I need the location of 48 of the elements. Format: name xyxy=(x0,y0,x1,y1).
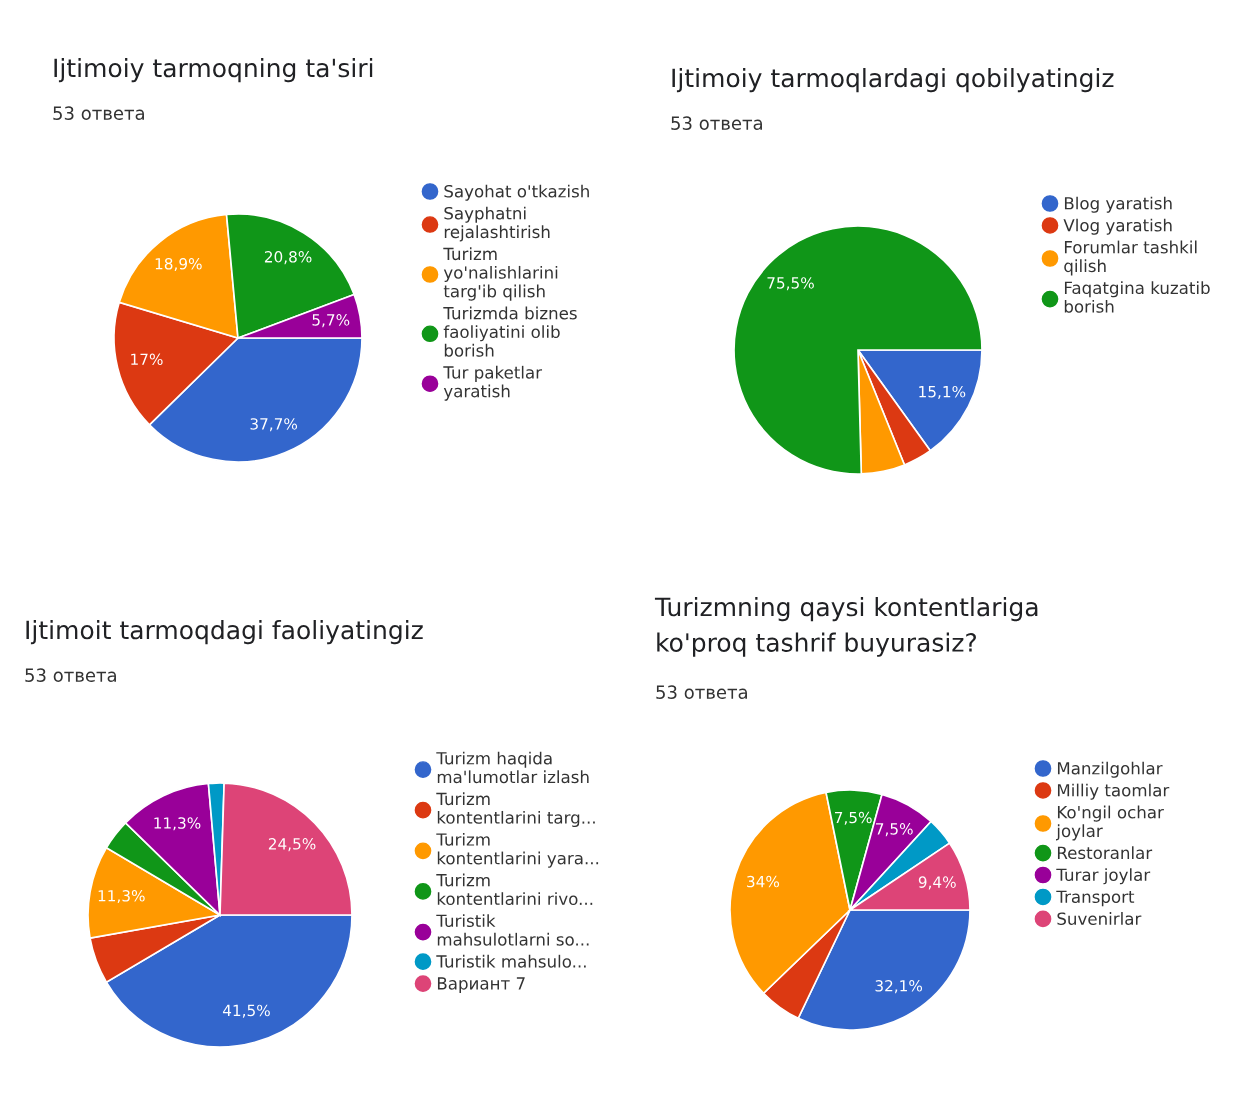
chart-subtitle: 53 ответа xyxy=(671,116,762,130)
legend-label: Вариант 7 xyxy=(437,977,525,993)
data-label: 75,5% xyxy=(767,277,814,291)
data-label: 41,5% xyxy=(222,1004,270,1018)
pie-slice xyxy=(733,225,983,475)
data-label: 37,7% xyxy=(250,418,298,432)
legend-label: Turistik mahsulo... xyxy=(436,954,586,968)
chart-subtitle: 53 ответа xyxy=(25,668,116,682)
legend-label: Milliy taomlar xyxy=(1057,783,1170,800)
legend-label: Blog yaratish xyxy=(1064,196,1172,213)
legend-label: Turizmda biznes faoliyatini olib borish xyxy=(443,306,577,357)
data-label: 32,1% xyxy=(875,980,923,994)
data-label: 15,1% xyxy=(919,385,966,399)
legend-label: Turizm haqida ma'lumotlar izlash xyxy=(436,751,589,784)
data-label: 9,4% xyxy=(918,876,956,890)
legend-label: Ko'ngil ochar joylar xyxy=(1056,805,1164,841)
chart-subtitle: 53 ответа xyxy=(53,106,144,120)
data-label: 20,8% xyxy=(264,251,312,265)
legend-label: Turizm kontentlarini targ... xyxy=(436,792,595,828)
data-label: 7,5% xyxy=(876,823,913,837)
legend-label: Turar joylar xyxy=(1056,868,1151,885)
legend-label: Turizm yo'nalishlarini targ'ib qilish xyxy=(443,247,558,301)
chart-title: Turizmning qaysi kontentlariga ko'proq tashrif buyurasiz? xyxy=(654,597,1038,657)
legend-label: Vlog yaratish xyxy=(1063,218,1172,235)
chart-title: Ijtimoiy tarmoqning ta'siri xyxy=(54,58,373,83)
legend-label: Sayohat o'tkazish xyxy=(444,184,589,201)
legend-label: Turizm kontentlarini yara... xyxy=(436,832,599,868)
chart-title: Ijtimoiy tarmoqlardagi qobilyatingiz xyxy=(672,68,1114,93)
legend-label: Forumlar tashkil qilish xyxy=(1064,240,1197,276)
data-label: 24,5% xyxy=(268,838,316,852)
legend-label: Faqatgina kuzatib borish xyxy=(1064,281,1210,313)
legend-label: Turistik mahsulotlarni so... xyxy=(436,914,589,946)
legend-label: Tur paketlar yaratish xyxy=(443,365,543,401)
data-label: 7,5% xyxy=(835,811,872,825)
data-label: 18,9% xyxy=(155,257,202,272)
legend-label: Sayphatni rejalashtirish xyxy=(444,206,550,242)
legend-label: Restoranlar xyxy=(1057,846,1153,860)
data-label: 5,7% xyxy=(312,314,350,328)
data-label: 11,3% xyxy=(154,817,201,831)
data-label: 11,3% xyxy=(98,890,145,904)
chart-title: Ijtimoit tarmoqdagi faoliyatingiz xyxy=(26,620,423,645)
legend-label: Suvenirlar xyxy=(1057,912,1142,926)
data-label: 34% xyxy=(747,875,780,888)
legend-label: Turizm kontentlarini rivo... xyxy=(436,873,593,906)
chart-subtitle: 53 ответа xyxy=(656,685,747,699)
legend-label: Transport xyxy=(1056,890,1135,907)
data-label: 17% xyxy=(131,353,163,365)
legend-label: Manzilgohlar xyxy=(1057,761,1163,778)
